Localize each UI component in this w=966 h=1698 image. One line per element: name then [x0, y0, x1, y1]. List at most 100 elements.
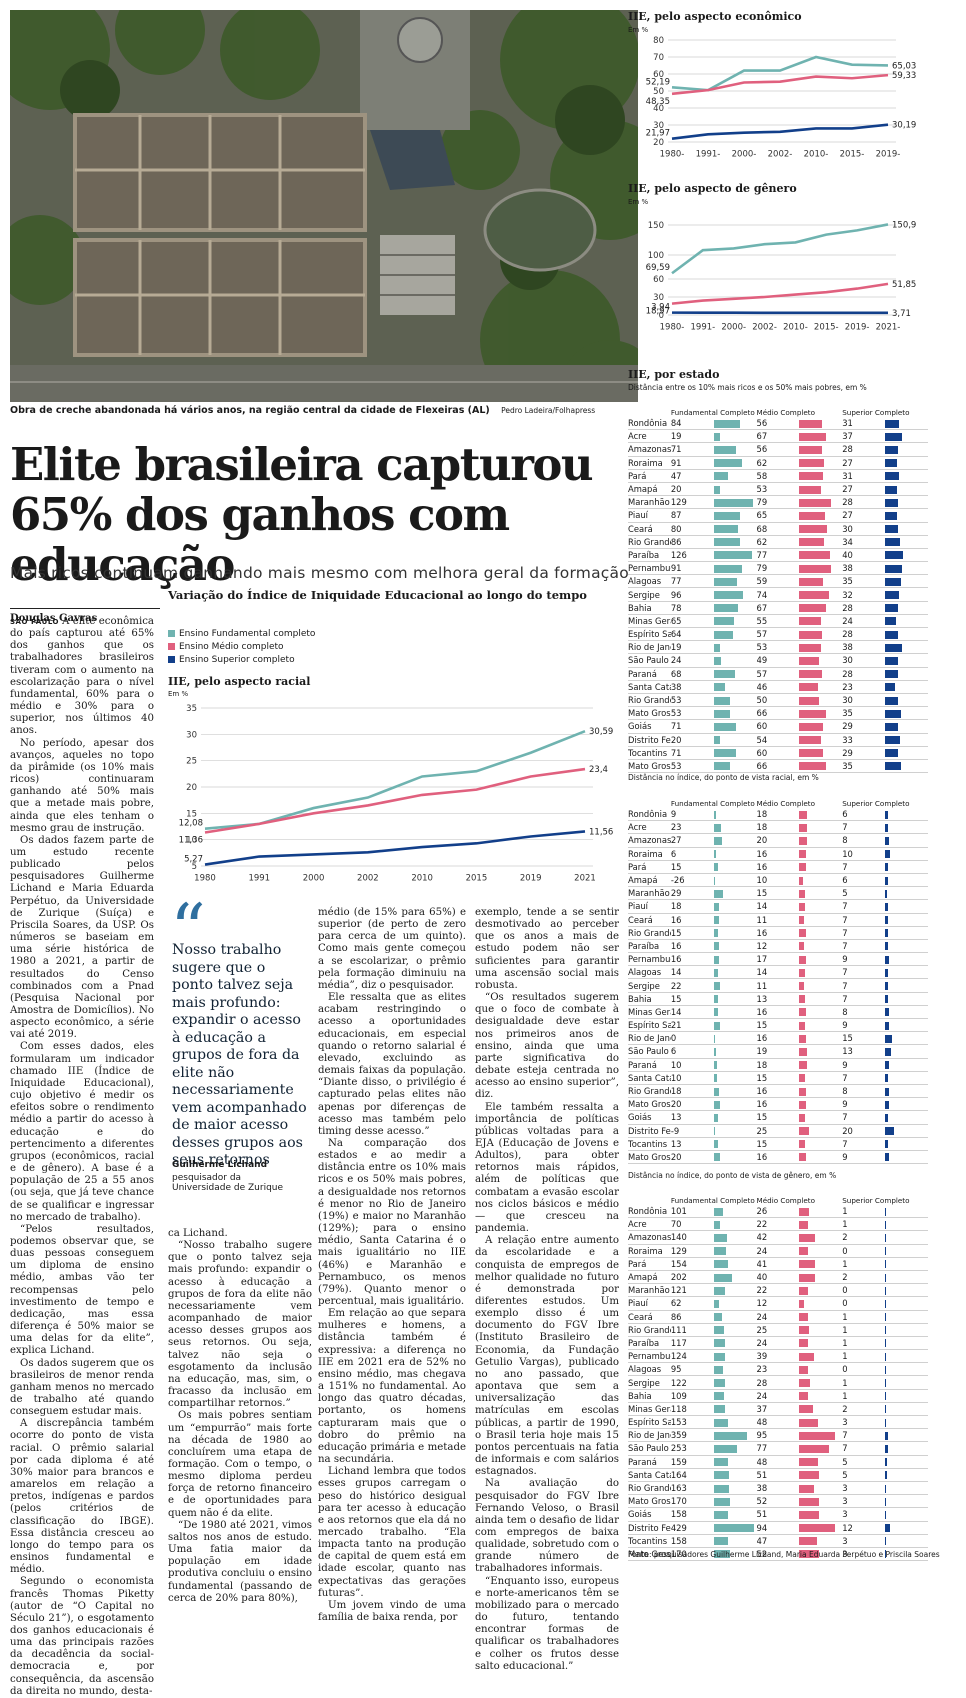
table-header: Superior Completo — [842, 397, 928, 417]
table-bar — [714, 1498, 730, 1506]
table-bar-cell — [714, 654, 757, 667]
table-value: 58 — [757, 469, 800, 482]
table-bar — [885, 1379, 886, 1387]
table-value: 7 — [842, 860, 885, 873]
table-value: 253 — [671, 1442, 714, 1455]
table-value: 25 — [757, 1124, 800, 1137]
table-bar-cell — [885, 548, 928, 561]
paragraph-text: Ele também ressalta a importância de pol… — [475, 1102, 619, 1235]
table-bar — [799, 459, 824, 467]
table-bar-cell — [885, 860, 928, 873]
table-bar-cell — [885, 1137, 928, 1150]
table-bar-cell — [799, 1495, 842, 1508]
table-bar-cell — [714, 641, 757, 654]
table-row: Minas Gerais655524 — [628, 614, 928, 627]
table-row: Rio Grande do Norte866234 — [628, 535, 928, 548]
paragraph-text: Segundo o economista francês Thomas Pike… — [10, 1576, 154, 1696]
article-paragraph: Lichand lembra que todos esses grupos ca… — [318, 1466, 466, 1600]
table-bar — [714, 1234, 727, 1242]
table-value: 5 — [842, 1468, 885, 1481]
table-bar-cell — [799, 1363, 842, 1376]
table-bar-cell — [885, 1376, 928, 1389]
table-bar-cell — [799, 1468, 842, 1481]
table-bar — [799, 512, 825, 520]
table-bar — [885, 1419, 886, 1427]
table-bar — [799, 538, 824, 546]
gender-line-chart: 030601001501980-1991-2000-2002-2010-2015… — [620, 204, 930, 334]
table-bar — [885, 591, 899, 599]
table-bar-cell — [885, 887, 928, 900]
gender-chart-title: IIE, pelo aspecto de gênero — [628, 182, 797, 195]
table-bar-cell — [885, 900, 928, 913]
table-bar — [885, 1140, 888, 1148]
table-value: 15 — [842, 1032, 885, 1045]
x-tick-label: 1980 — [194, 874, 216, 884]
table-bar-cell — [799, 443, 842, 456]
table-bar-cell — [885, 1150, 928, 1163]
table-value: 27 — [842, 456, 885, 469]
table-bar-cell — [799, 1323, 842, 1336]
table-bar-cell — [885, 1205, 928, 1218]
table-bar — [799, 723, 823, 731]
x-tick-label: 2002- — [752, 323, 777, 333]
table-bar-cell — [799, 667, 842, 680]
table-value: 24 — [757, 1310, 800, 1323]
table-value: 0 — [842, 1363, 885, 1376]
table-bar-cell — [714, 548, 757, 561]
table-bar — [799, 929, 805, 937]
table-value: 96 — [671, 588, 714, 601]
y-tick-label: 20 — [186, 783, 197, 793]
table-value: 2 — [842, 1270, 885, 1283]
table-bar-cell — [714, 496, 757, 509]
table-bar — [714, 1432, 747, 1440]
table-value: 60 — [757, 720, 800, 733]
table-bar — [714, 982, 721, 990]
state-name: Roraima — [628, 847, 671, 860]
table-row: Espírito Santo153483 — [628, 1416, 928, 1429]
table-value: 2 — [842, 1231, 885, 1244]
table-value: 86 — [671, 1310, 714, 1323]
table-value: 40 — [757, 1270, 800, 1283]
table-bar-cell — [799, 1005, 842, 1018]
table-racial-note: Distância no índice, do ponto de vista r… — [628, 773, 819, 782]
table-value: 12 — [757, 1297, 800, 1310]
table-value: 53 — [671, 693, 714, 706]
table-header — [628, 397, 671, 417]
table-value: 7 — [842, 1442, 885, 1455]
table-value: 47 — [757, 1534, 800, 1547]
state-name: Amazonas — [628, 834, 671, 847]
table-value: 359 — [671, 1429, 714, 1442]
table-bar-cell — [885, 720, 928, 733]
table-bar — [885, 1274, 886, 1282]
table-bar-cell — [714, 628, 757, 641]
table-bar — [714, 1061, 717, 1069]
table-value: 8 — [842, 834, 885, 847]
table-bar — [799, 850, 805, 858]
table-bar — [885, 459, 897, 467]
table-value: 51 — [757, 1508, 800, 1521]
table-value: 20 — [671, 1150, 714, 1163]
table-bar — [885, 657, 898, 665]
table-bar — [885, 1485, 886, 1493]
table-bar-cell — [714, 707, 757, 720]
table-bar-cell — [885, 821, 928, 834]
table-bar — [885, 525, 898, 533]
table-bar — [885, 604, 897, 612]
table-row: Minas Gerais118372 — [628, 1402, 928, 1415]
table-bar-cell — [714, 1284, 757, 1297]
table-bar-cell — [885, 575, 928, 588]
table-bar-cell — [799, 1389, 842, 1402]
paragraph-text: “Nosso trabalho sugere que o ponto talve… — [168, 1240, 312, 1409]
table-value: 5 — [842, 1455, 885, 1468]
table-bar — [714, 617, 734, 625]
table-bar-cell — [885, 1389, 928, 1402]
table-bar-cell — [885, 443, 928, 456]
